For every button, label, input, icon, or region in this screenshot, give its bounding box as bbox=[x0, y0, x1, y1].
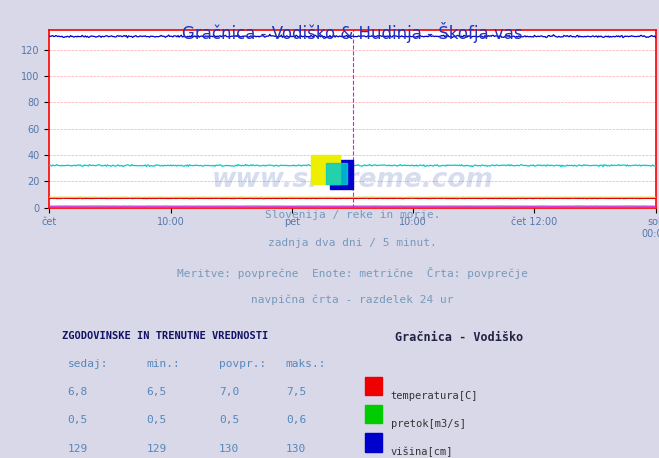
Text: 130: 130 bbox=[219, 444, 239, 453]
Text: navpična črta - razdelek 24 ur: navpična črta - razdelek 24 ur bbox=[251, 295, 454, 305]
Text: pretok[m3/s]: pretok[m3/s] bbox=[391, 419, 466, 429]
Bar bbox=[311, 155, 341, 184]
Text: Meritve: povprečne  Enote: metrične  Črta: povprečje: Meritve: povprečne Enote: metrične Črta:… bbox=[177, 267, 528, 278]
Text: Gračnica - Vodiško & Hudinja - Škofja vas: Gračnica - Vodiško & Hudinja - Škofja va… bbox=[183, 22, 523, 43]
Bar bbox=[364, 405, 382, 423]
Bar bbox=[330, 160, 353, 189]
Text: povpr.:: povpr.: bbox=[219, 359, 266, 369]
Text: ZGODOVINSKE IN TRENUTNE VREDNOSTI: ZGODOVINSKE IN TRENUTNE VREDNOSTI bbox=[61, 331, 268, 341]
Bar bbox=[326, 163, 347, 184]
Text: sedaj:: sedaj: bbox=[68, 359, 108, 369]
Text: 7,0: 7,0 bbox=[219, 387, 239, 397]
Text: 130: 130 bbox=[286, 444, 306, 453]
Bar bbox=[364, 376, 382, 395]
Text: 6,5: 6,5 bbox=[146, 387, 167, 397]
Bar bbox=[364, 433, 382, 452]
Text: Gračnica - Vodiško: Gračnica - Vodiško bbox=[395, 331, 523, 344]
Text: 0,5: 0,5 bbox=[146, 415, 167, 425]
Text: min.:: min.: bbox=[146, 359, 180, 369]
Text: 129: 129 bbox=[146, 444, 167, 453]
Text: 6,8: 6,8 bbox=[68, 387, 88, 397]
Text: 7,5: 7,5 bbox=[286, 387, 306, 397]
Text: 0,6: 0,6 bbox=[286, 415, 306, 425]
Text: Slovenija / reke in morje.: Slovenija / reke in morje. bbox=[265, 210, 440, 220]
Text: maks.:: maks.: bbox=[286, 359, 326, 369]
Text: zadnja dva dni / 5 minut.: zadnja dva dni / 5 minut. bbox=[268, 239, 437, 248]
Text: 0,5: 0,5 bbox=[219, 415, 239, 425]
Text: 0,5: 0,5 bbox=[68, 415, 88, 425]
Text: 129: 129 bbox=[68, 444, 88, 453]
Text: višina[cm]: višina[cm] bbox=[391, 447, 453, 458]
Text: www.si-vreme.com: www.si-vreme.com bbox=[212, 168, 494, 193]
Text: temperatura[C]: temperatura[C] bbox=[391, 391, 478, 401]
